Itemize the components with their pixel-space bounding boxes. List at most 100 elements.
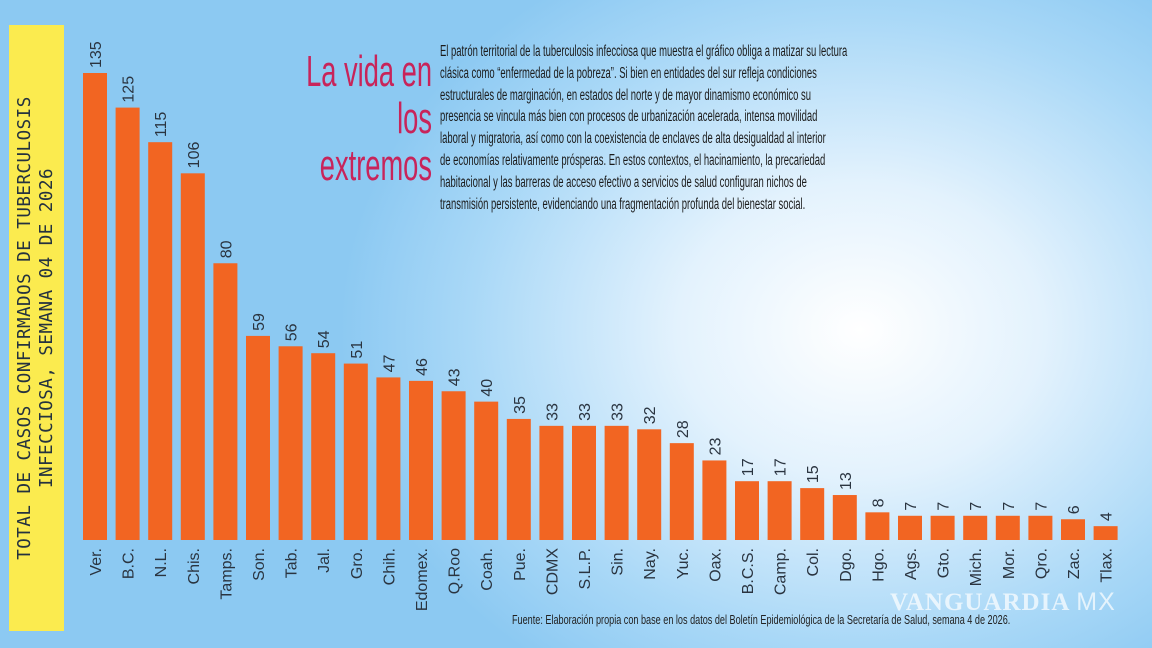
data-label: 28 [675,420,692,438]
paragraph-line: presencia se vincula más bien con proces… [440,108,818,126]
data-label: 51 [349,341,366,359]
description-paragraph: El patrón territorial de la tuberculosis… [440,41,1050,215]
category-label: Tab. [284,548,301,578]
paragraph-line: clásica como “enfermedad de la pobreza”.… [440,64,817,82]
paragraph-line: estructurales de marginación, en estados… [440,86,812,104]
y-axis-label-box [9,25,64,631]
category-label: Oax. [707,548,724,582]
bar-Ver. [83,73,107,540]
data-label: 15 [805,465,822,483]
category-label: Tamps. [218,548,235,600]
bar-Ags. [898,515,922,540]
bar-Chih. [376,377,401,540]
category-label: Edomex. [414,548,431,611]
bar-Pue. [506,418,531,540]
bar-Tlax. [1093,526,1118,540]
category-label: Zac. [1066,548,1083,579]
data-label: 33 [544,403,561,421]
bar-N.L. [148,142,173,540]
bar-Col. [800,488,825,540]
data-label: 13 [838,472,855,490]
bar-Q.Roo [441,391,466,540]
category-label: Gto. [936,548,953,578]
category-label: Q.Roo [447,548,464,594]
category-label: Nay. [642,548,659,580]
bar-Oax. [702,460,727,540]
data-label: 40 [479,379,496,397]
category-label: Jal. [316,548,333,573]
data-label: 54 [316,330,333,348]
data-label: 106 [186,142,203,169]
data-label: 33 [577,403,594,421]
chart-heading: La vida en los extremos [271,48,432,189]
bar-Gro. [343,363,368,540]
data-label: 7 [968,502,985,511]
paragraph-line: de economías relativamente prósperas. En… [440,151,826,169]
category-label: Hgo. [870,548,887,582]
data-label: 7 [1001,502,1018,511]
bar-S.L.P. [572,425,596,540]
bar-Jal. [311,353,336,540]
source-note: Fuente: Elaboración propia con base en l… [512,612,1011,627]
category-label: Mich. [968,548,985,586]
category-label: Tlax. [1099,548,1116,583]
category-label: B.C.S. [740,548,757,594]
category-label: Chih. [381,548,398,585]
category-label: CDMX [544,548,561,595]
data-label: 4 [1099,512,1116,521]
bar-Gto. [930,515,955,540]
category-label: Ver. [88,548,105,576]
data-label: 125 [121,76,138,103]
bar-Coah. [474,401,499,540]
category-label: Chis. [186,548,203,584]
category-label: Yuc. [675,548,692,579]
bar-Son. [246,335,270,540]
paragraph-line: El patrón territorial de la tuberculosis… [440,43,848,60]
bar-Edomex. [409,380,433,540]
data-label: 7 [903,502,920,511]
category-label: S.L.P. [577,548,594,590]
heading-line: La vida en los [306,47,432,143]
watermark-logo: VANGUARDIA MX [890,588,1116,616]
bar-Nay. [637,429,662,540]
bar-CDMX [539,425,564,540]
data-label: 17 [773,458,790,476]
bar-Mich. [963,515,988,540]
data-label: 32 [642,406,659,424]
paragraph-line: transmisión persistente, evidenciando un… [440,195,806,213]
data-label: 43 [447,368,464,386]
category-label: Qro. [1033,548,1050,579]
data-label: 115 [153,112,170,138]
data-label: 7 [936,502,953,511]
category-label: Gro. [349,548,366,579]
data-label: 33 [610,403,627,421]
data-label: 17 [740,458,757,476]
category-label: Son. [251,548,268,581]
category-label: Dgo. [838,548,855,582]
category-label: Ags. [903,548,920,580]
data-label: 56 [284,323,301,341]
bar-Qro. [1028,515,1053,540]
bar-Yuc. [669,443,694,540]
data-label: 59 [251,313,268,331]
bar-Camp. [767,481,792,540]
category-label: B.C. [121,548,138,579]
data-label: 35 [512,396,529,414]
bar-Chis. [180,173,205,540]
data-label: 135 [88,41,105,68]
bar-Tamps. [213,263,238,540]
bar-B.C.S. [735,481,759,540]
data-label: 46 [414,358,431,376]
data-label: 6 [1066,505,1083,514]
category-label: Mor. [1001,548,1018,579]
bar-Dgo. [832,495,857,540]
data-label: 80 [218,240,235,258]
category-label: Coah. [479,548,496,591]
data-label: 8 [870,498,887,507]
bar-B.C. [115,107,140,540]
category-label: N.L. [153,548,170,577]
category-label: Camp. [773,548,790,595]
category-label: Sin. [610,548,627,576]
bar-Zac. [1061,519,1085,540]
